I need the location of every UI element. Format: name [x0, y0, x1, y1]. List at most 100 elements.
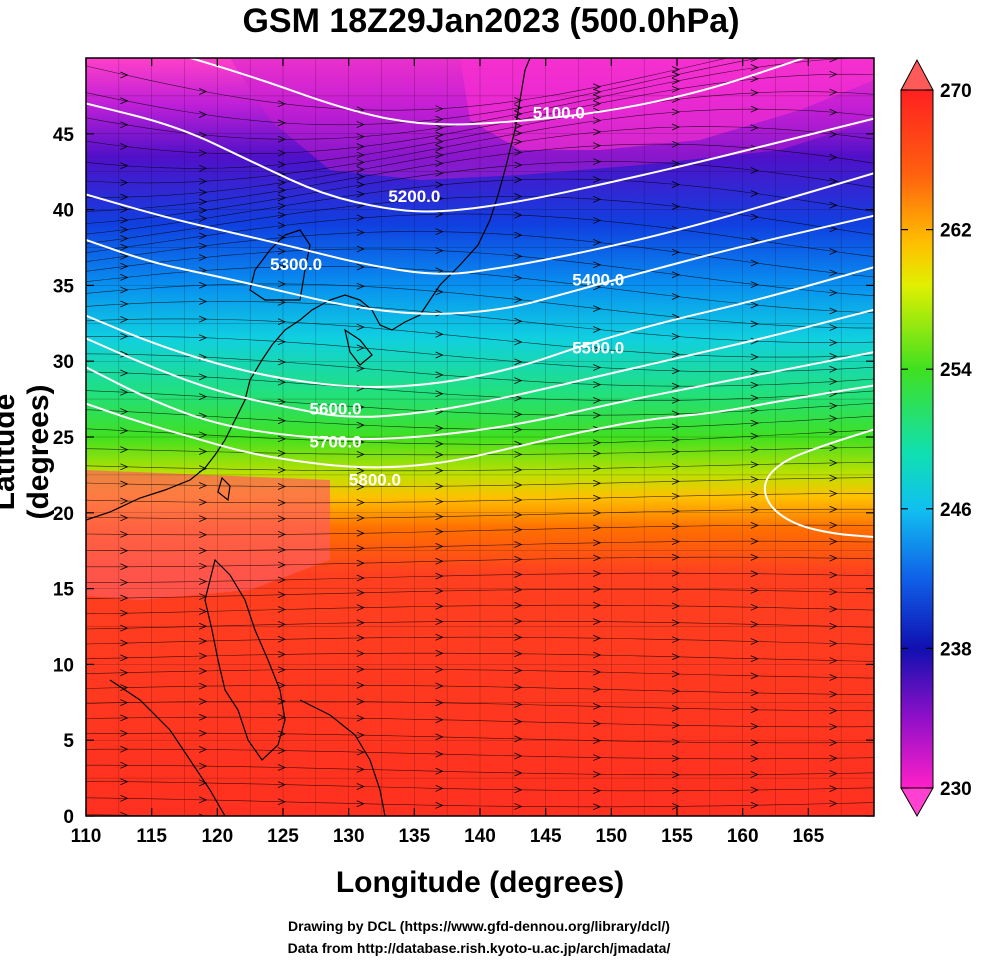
stream-arrow	[593, 94, 602, 101]
cold-core-magenta	[460, 58, 874, 150]
stream-arrow	[593, 100, 602, 108]
streamline	[86, 126, 874, 198]
x-tick-label: 140	[464, 826, 496, 847]
x-tick-label: 130	[333, 826, 365, 847]
streamline	[86, 178, 874, 235]
colorbar-top-arrow	[900, 58, 934, 91]
contour-line	[86, 102, 874, 213]
y-tick-label: 5	[63, 731, 74, 752]
contour-line	[86, 351, 874, 441]
streamline	[86, 143, 874, 212]
x-tick-label: 145	[530, 826, 562, 847]
x-tick-label: 135	[398, 826, 430, 847]
contour-line	[86, 384, 874, 469]
y-tick-label: 20	[53, 504, 74, 525]
stream-arrow	[356, 166, 365, 173]
colorbar: 270 262 254 246 238 230	[900, 58, 972, 818]
stream-arrow	[514, 110, 523, 118]
stream-arrow	[277, 194, 287, 202]
stream-arrow	[671, 66, 681, 73]
grid-lines	[86, 58, 874, 816]
contour-line	[86, 214, 874, 315]
y-tick-label: 0	[63, 807, 74, 828]
streamline	[86, 196, 874, 244]
colorbar-tick-label: 270	[940, 81, 972, 102]
streamline	[86, 668, 874, 679]
colorbar-bottom-arrow	[900, 787, 934, 818]
stream-arrow	[514, 104, 523, 112]
stream-arrow	[435, 144, 444, 152]
streamline	[86, 716, 874, 728]
credit-data: Data from http://database.rish.kyoto-u.a…	[287, 940, 671, 956]
stream-arrow	[593, 88, 602, 96]
x-tick-label: 120	[201, 826, 233, 847]
stream-arrow	[199, 88, 208, 95]
x-tick-label: 110	[71, 826, 102, 847]
streamline	[86, 58, 729, 111]
y-tick-label: 30	[53, 352, 74, 373]
colorbar-tick-label: 238	[940, 639, 972, 660]
stream-arrow	[277, 202, 287, 210]
contour-label: 5500.0	[572, 339, 624, 358]
x-tick-label: 165	[792, 826, 824, 847]
contour-line	[187, 58, 807, 126]
streamline	[86, 371, 874, 402]
stream-arrow	[120, 97, 129, 105]
stream-arrow	[199, 813, 205, 816]
chart-title: GSM 18Z29Jan2023 (500.0hPa)	[242, 2, 740, 40]
streamline	[86, 231, 874, 278]
stream-arrow	[514, 97, 523, 104]
contour-line	[86, 172, 874, 275]
stream-arrow	[671, 85, 681, 93]
colorbar-tick-label: 246	[940, 500, 972, 521]
stream-arrow	[671, 71, 681, 79]
streamline	[86, 108, 874, 184]
stream-arrow	[435, 138, 444, 145]
streamline	[86, 318, 874, 358]
contour-label: 5800.0	[349, 471, 401, 490]
contour-label: 5400.0	[572, 270, 624, 289]
stream-arrow	[593, 820, 600, 826]
streamline	[86, 508, 874, 520]
y-tick-label: 25	[53, 428, 75, 449]
contour-line	[86, 308, 874, 418]
streamline	[86, 161, 874, 224]
contour-label: 5200.0	[388, 187, 440, 206]
stream-arrow	[436, 819, 443, 825]
y-tick-label: 40	[53, 201, 74, 222]
x-axis-label: Longitude (degrees)	[335, 866, 625, 899]
contour-label: 5300.0	[270, 255, 322, 274]
streamline	[86, 301, 874, 343]
streamline	[86, 797, 874, 808]
stream-arrow	[120, 252, 129, 260]
y-tick-label: 35	[53, 276, 75, 297]
stream-arrow	[277, 815, 280, 816]
stream-arrow	[671, 77, 681, 85]
stream-arrow	[830, 33, 837, 39]
colorbar-tick-label: 254	[940, 360, 972, 381]
x-tick-label: 160	[727, 826, 759, 847]
streamline	[86, 588, 874, 599]
stream-arrow	[356, 159, 365, 166]
streamline	[86, 524, 874, 536]
streamline	[86, 461, 874, 472]
x-tick-label: 150	[595, 826, 627, 847]
colorbar-tick-label: 262	[940, 221, 972, 242]
y-tick-label: 15	[53, 580, 75, 601]
streamline	[86, 91, 874, 169]
streamlines	[86, 33, 874, 826]
y-tick-label: 10	[53, 655, 74, 676]
stream-arrow	[199, 215, 208, 222]
coastlines	[86, 58, 531, 816]
streamline	[86, 604, 874, 615]
colorbar-tick-label: 230	[940, 779, 972, 800]
streamline	[86, 781, 874, 792]
streamline	[86, 572, 874, 583]
colorbar-scale	[900, 89, 934, 789]
stream-arrow	[829, 177, 838, 185]
stream-arrow	[435, 151, 444, 159]
stream-arrow	[277, 186, 287, 194]
streamline	[86, 353, 874, 387]
streamline	[86, 556, 874, 568]
height-contours: 5100.0 5200.0 5300.0 5400.0 5500.0 5600.0 5700…	[86, 58, 874, 539]
